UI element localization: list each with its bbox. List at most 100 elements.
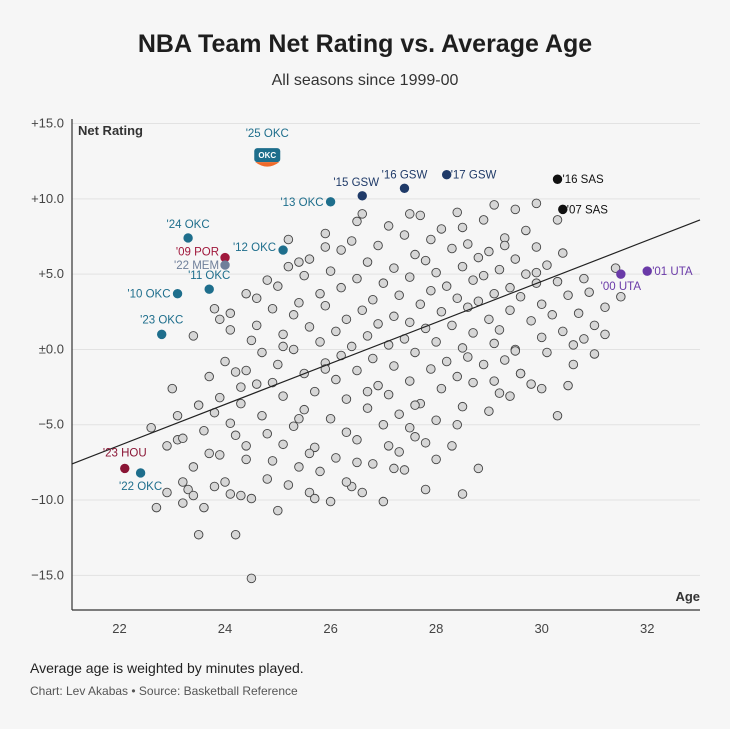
team-season-label: '10 OKC (127, 289, 170, 301)
data-point (447, 243, 457, 254)
data-point (278, 391, 288, 401)
chart-subtitle: All seasons since 1999-00 (271, 72, 459, 89)
data-point (404, 272, 415, 282)
data-point (579, 334, 589, 344)
data-point (278, 439, 288, 450)
data-point (452, 419, 462, 430)
y-tick-label: −15.0 (31, 567, 64, 582)
data-point (225, 325, 236, 335)
data-point (315, 466, 325, 477)
data-point (262, 429, 273, 439)
highlighted-point (120, 463, 130, 474)
data-point (225, 489, 236, 499)
data-point (341, 427, 352, 438)
data-point (325, 496, 336, 507)
gridlines (72, 123, 700, 576)
data-point (436, 307, 447, 317)
data-point (394, 409, 404, 419)
data-point (378, 419, 389, 430)
data-point (404, 317, 415, 328)
data-point (262, 474, 273, 484)
data-point (584, 287, 594, 297)
data-point (499, 240, 510, 251)
team-season-label: '07 SAS (567, 204, 609, 216)
data-point (294, 257, 304, 267)
data-point (352, 435, 362, 445)
highlighted-point (278, 245, 288, 255)
data-point (399, 465, 410, 475)
data-point (299, 404, 309, 415)
data-point (510, 254, 521, 264)
data-point (589, 320, 600, 331)
team-season-label: '25 OKC (246, 128, 289, 140)
data-point (273, 505, 283, 516)
x-tick-label: 26 (323, 621, 337, 636)
data-point (246, 335, 257, 346)
data-point (510, 204, 521, 215)
data-point (558, 326, 568, 337)
data-point (478, 215, 489, 225)
data-point (468, 275, 478, 285)
credit: Chart: Lev Akabas • Source: Basketball R… (30, 684, 298, 698)
data-point (320, 242, 331, 252)
data-point (346, 236, 357, 246)
data-point (331, 326, 341, 337)
data-point (209, 304, 220, 314)
data-point (188, 331, 199, 341)
highlighted-point (157, 329, 167, 340)
data-point (579, 273, 589, 284)
data-point (373, 380, 383, 391)
data-point (526, 316, 536, 326)
data-point (552, 410, 563, 421)
data-point (262, 275, 273, 285)
data-point (304, 487, 315, 498)
data-point (484, 246, 494, 257)
data-point (404, 423, 415, 433)
data-point (394, 290, 404, 300)
data-point (230, 430, 241, 441)
data-point (410, 249, 420, 260)
data-point (568, 340, 579, 350)
data-point (536, 299, 547, 310)
data-point (267, 304, 278, 314)
data-point (410, 432, 420, 442)
data-point (568, 359, 579, 370)
team-season-label: '17 GSW (451, 170, 497, 182)
data-point (521, 269, 531, 279)
data-point (325, 413, 336, 424)
data-point (515, 368, 526, 379)
data-point (383, 441, 394, 451)
data-point (294, 462, 304, 472)
data-point (283, 480, 294, 490)
data-point (288, 310, 299, 320)
data-point (288, 421, 299, 432)
data-point (220, 356, 230, 367)
data-point (368, 353, 378, 364)
x-tick-label: 30 (534, 621, 548, 636)
data-point (278, 329, 288, 340)
data-point (331, 374, 341, 385)
data-point (484, 406, 494, 416)
data-point (389, 263, 399, 273)
scatter-points (146, 198, 626, 584)
data-point (220, 477, 230, 487)
data-point (510, 346, 521, 356)
data-point (241, 288, 251, 299)
data-point (278, 341, 288, 352)
team-season-label: '11 OKC (188, 270, 230, 282)
highlighted-point (204, 284, 214, 294)
data-point (457, 343, 468, 353)
data-point (415, 210, 426, 221)
y-tick-label: +15.0 (31, 116, 64, 131)
data-point (304, 322, 315, 332)
data-point (489, 338, 499, 349)
data-point (162, 487, 172, 498)
chart-title: NBA Team Net Rating vs. Average Age (137, 30, 593, 58)
team-season-label: '15 GSW (333, 177, 379, 189)
y-tick-label: −5.0 (38, 417, 64, 432)
data-point (552, 215, 563, 225)
data-point (315, 337, 325, 347)
data-point (505, 282, 515, 293)
data-point (420, 484, 431, 495)
data-point (357, 487, 368, 498)
